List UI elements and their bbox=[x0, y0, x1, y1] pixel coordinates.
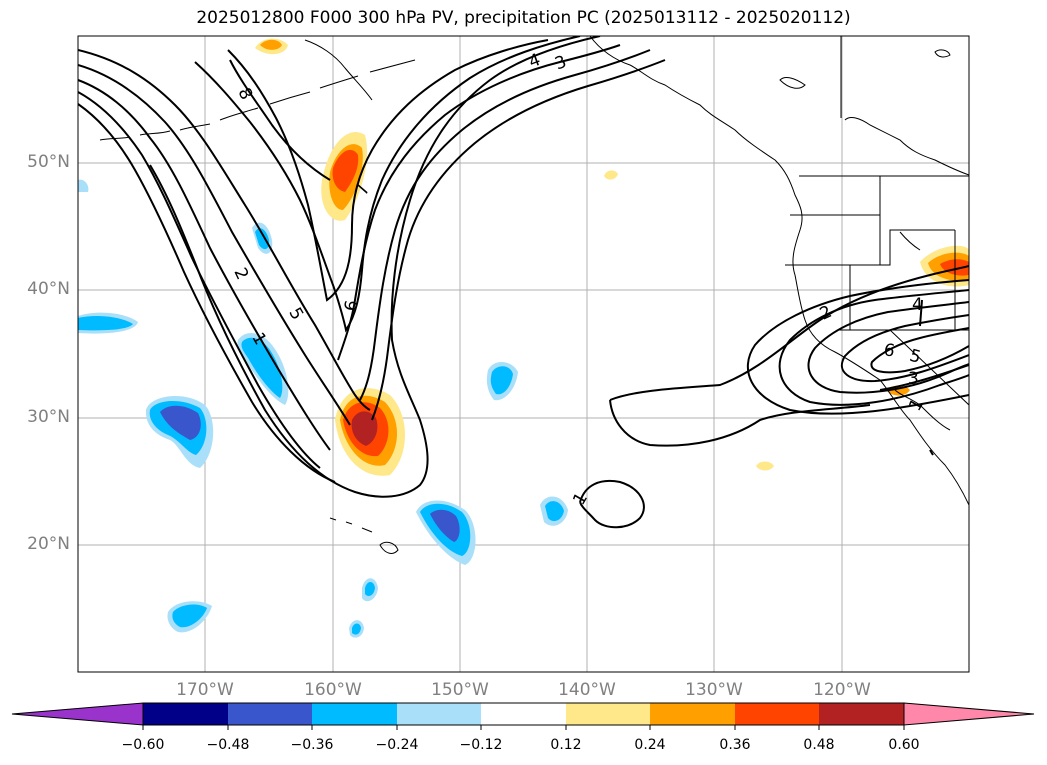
lon-label: 150°W bbox=[431, 680, 489, 700]
lat-label: 30°N bbox=[27, 407, 70, 427]
pv-contours bbox=[78, 36, 969, 529]
colorbar-frame bbox=[142, 702, 905, 726]
colorbar-bin bbox=[481, 703, 566, 725]
lat-label: 50°N bbox=[27, 152, 70, 172]
colorbar-tick-label: 0.60 bbox=[888, 737, 920, 753]
colorbar-tick-label: −0.48 bbox=[206, 737, 250, 753]
colorbar-tick-label: 0.12 bbox=[550, 737, 582, 753]
colorbar-bin bbox=[397, 703, 481, 725]
lon-label: 140°W bbox=[558, 680, 616, 700]
colorbar-tick-label: 0.48 bbox=[803, 737, 835, 753]
precip-positive-regions bbox=[255, 38, 969, 476]
contour-label: 4 bbox=[912, 295, 923, 315]
map-frame bbox=[77, 35, 970, 673]
colorbar-bin bbox=[228, 703, 312, 725]
colorbar-tick-label: 0.24 bbox=[634, 737, 666, 753]
colorbar-tick-label: 0.36 bbox=[719, 737, 751, 753]
lat-label: 40°N bbox=[27, 279, 70, 299]
lon-label: 120°W bbox=[813, 680, 871, 700]
precip-negative-regions bbox=[78, 179, 568, 638]
colorbar-tick-label: −0.60 bbox=[121, 737, 165, 753]
map-title: 2025012800 F000 300 hPa PV, precipitatio… bbox=[196, 8, 851, 28]
colorbar-extend-max bbox=[903, 702, 1035, 726]
lon-label: 160°W bbox=[304, 680, 362, 700]
colorbar-ticks bbox=[142, 725, 905, 730]
map-gridlines bbox=[78, 36, 969, 672]
colorbar-bin bbox=[735, 703, 819, 725]
colorbar-bin bbox=[650, 703, 735, 725]
contour-label: 3 bbox=[908, 369, 919, 389]
colorbar-bin bbox=[312, 703, 397, 725]
contour-label: 6 bbox=[882, 340, 896, 362]
colorbar-bin bbox=[819, 703, 904, 725]
contour-label: 5 bbox=[907, 346, 923, 368]
contour-label: 6 bbox=[341, 299, 363, 313]
colorbar-bin bbox=[143, 703, 228, 725]
lon-label: 170°W bbox=[176, 680, 234, 700]
lon-label: 130°W bbox=[685, 680, 743, 700]
lat-label: 20°N bbox=[27, 534, 70, 554]
colorbar-tick-label: −0.36 bbox=[290, 737, 334, 753]
colorbar bbox=[11, 702, 1035, 730]
colorbar-tick-label: −0.24 bbox=[375, 737, 419, 753]
map-area bbox=[78, 36, 969, 672]
colorbar-extend-min bbox=[11, 702, 144, 726]
colorbar-bin bbox=[566, 703, 650, 725]
colorbar-tick-label: −0.12 bbox=[459, 737, 503, 753]
